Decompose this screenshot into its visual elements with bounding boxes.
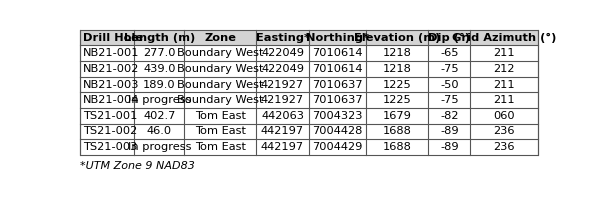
Text: Grid Azimuth (°): Grid Azimuth (°) — [452, 33, 556, 43]
Text: 060: 060 — [493, 111, 515, 121]
Text: 442063: 442063 — [261, 111, 304, 121]
Bar — [80, 92, 538, 108]
Text: 7010614: 7010614 — [312, 48, 362, 58]
Text: 46.0: 46.0 — [147, 127, 172, 136]
Bar — [80, 30, 538, 155]
Text: 7010637: 7010637 — [312, 80, 362, 89]
Text: Dip (°): Dip (°) — [428, 33, 470, 43]
Text: Elevation (m): Elevation (m) — [354, 33, 440, 43]
Text: -50: -50 — [440, 80, 458, 89]
Bar — [80, 30, 538, 46]
Text: Tom East: Tom East — [195, 142, 246, 152]
Text: -65: -65 — [440, 48, 458, 58]
Text: In progress: In progress — [128, 95, 191, 105]
Text: -89: -89 — [440, 142, 458, 152]
Text: 422049: 422049 — [261, 48, 304, 58]
Text: 442197: 442197 — [261, 127, 304, 136]
Text: Drill Hole: Drill Hole — [83, 33, 143, 43]
Text: 212: 212 — [493, 64, 515, 74]
Text: 402.7: 402.7 — [143, 111, 175, 121]
Text: Tom East: Tom East — [195, 127, 246, 136]
Text: TS21-002: TS21-002 — [83, 127, 137, 136]
Text: 7010637: 7010637 — [312, 95, 362, 105]
Text: Boundary West: Boundary West — [177, 80, 263, 89]
Text: 277.0: 277.0 — [143, 48, 176, 58]
Text: 1218: 1218 — [383, 64, 412, 74]
Text: NB21-004: NB21-004 — [83, 95, 139, 105]
Text: 211: 211 — [493, 95, 515, 105]
Text: 1218: 1218 — [383, 48, 412, 58]
Text: 236: 236 — [493, 127, 515, 136]
Text: Easting*: Easting* — [256, 33, 310, 43]
Text: *UTM Zone 9 NAD83: *UTM Zone 9 NAD83 — [80, 161, 194, 170]
Text: -89: -89 — [440, 127, 458, 136]
Text: TS21-003: TS21-003 — [83, 142, 137, 152]
Text: 7004428: 7004428 — [312, 127, 362, 136]
Text: 442197: 442197 — [261, 142, 304, 152]
Text: NB21-001: NB21-001 — [83, 48, 139, 58]
Text: Boundary West: Boundary West — [177, 95, 263, 105]
Text: Boundary West: Boundary West — [177, 48, 263, 58]
Text: 1688: 1688 — [383, 142, 412, 152]
Text: Length (m): Length (m) — [124, 33, 195, 43]
Text: Tom East: Tom East — [195, 111, 246, 121]
Text: In progress: In progress — [128, 142, 191, 152]
Bar — [80, 77, 538, 92]
Text: 421927: 421927 — [261, 95, 304, 105]
Text: -75: -75 — [440, 95, 458, 105]
Text: -82: -82 — [440, 111, 458, 121]
Text: 439.0: 439.0 — [143, 64, 176, 74]
Bar — [80, 46, 538, 61]
Text: 7004323: 7004323 — [312, 111, 362, 121]
Text: 211: 211 — [493, 48, 515, 58]
Text: 421927: 421927 — [261, 80, 304, 89]
Bar — [80, 108, 538, 124]
Text: -75: -75 — [440, 64, 458, 74]
Text: 211: 211 — [493, 80, 515, 89]
Bar — [80, 139, 538, 155]
Text: 7010614: 7010614 — [312, 64, 362, 74]
Bar — [80, 124, 538, 139]
Text: Zone: Zone — [204, 33, 236, 43]
Text: 236: 236 — [493, 142, 515, 152]
Text: Northing*: Northing* — [306, 33, 369, 43]
Text: 422049: 422049 — [261, 64, 304, 74]
Text: 189.0: 189.0 — [143, 80, 176, 89]
Text: 1688: 1688 — [383, 127, 412, 136]
Text: NB21-003: NB21-003 — [83, 80, 139, 89]
Text: 1225: 1225 — [383, 95, 412, 105]
Text: 1225: 1225 — [383, 80, 412, 89]
Text: Boundary West: Boundary West — [177, 64, 263, 74]
Text: 7004429: 7004429 — [312, 142, 362, 152]
Text: NB21-002: NB21-002 — [83, 64, 139, 74]
Text: TS21-001: TS21-001 — [83, 111, 137, 121]
Text: 1679: 1679 — [383, 111, 412, 121]
Bar — [80, 61, 538, 77]
